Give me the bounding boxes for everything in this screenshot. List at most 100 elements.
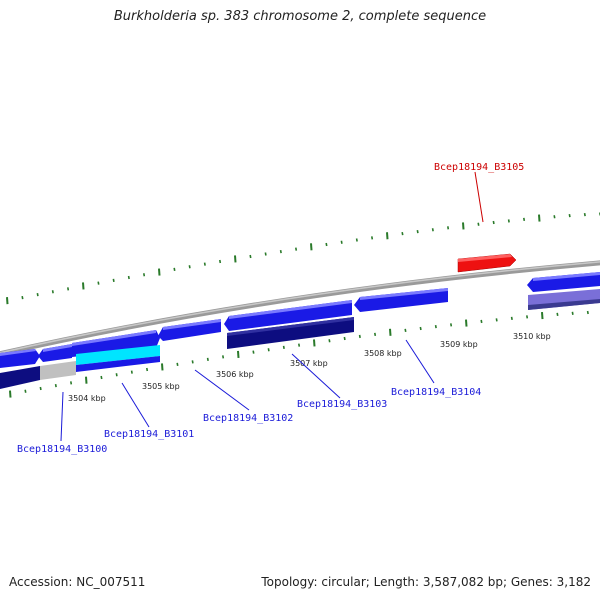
minor-tick <box>325 242 328 247</box>
minor-tick <box>115 373 118 377</box>
major-tick <box>9 390 12 398</box>
major-tick <box>389 328 392 336</box>
strand-genes-row-2 <box>0 289 600 389</box>
gene-label-link[interactable]: Bcep18194_B3103 <box>297 399 387 410</box>
minor-tick <box>568 213 571 218</box>
major-tick <box>237 350 240 359</box>
minor-tick <box>219 259 222 264</box>
minor-tick <box>191 360 194 364</box>
minor-tick <box>526 315 529 319</box>
minor-tick <box>374 332 377 337</box>
minor-tick <box>222 355 225 359</box>
strand-genes-row-1 <box>0 272 600 368</box>
minor-tick <box>434 324 437 329</box>
minor-tick <box>267 348 270 352</box>
minor-tick <box>419 326 422 331</box>
minor-tick <box>146 367 149 372</box>
minor-tick <box>127 275 130 280</box>
minor-tick <box>416 230 419 234</box>
kbp-scale-label: 3509 kbp <box>440 340 478 349</box>
kbp-scale-label: 3507 kbp <box>290 359 328 368</box>
chromosome-backbone <box>0 260 600 357</box>
callout-line <box>121 382 150 428</box>
minor-tick <box>507 219 510 223</box>
minor-tick <box>36 293 39 297</box>
minor-tick <box>355 238 358 242</box>
gene-block[interactable] <box>76 356 160 372</box>
minor-tick <box>358 334 361 339</box>
minor-tick <box>176 362 179 366</box>
kbp-scale-label: 3504 kbp <box>68 394 106 403</box>
gene-callouts: Bcep18194_B3100 Bcep18194_B3101 Bcep18194_… <box>17 162 524 455</box>
callout-line <box>405 339 435 384</box>
gene-label-link[interactable]: Bcep18194_B3100 <box>17 444 107 455</box>
minor-tick <box>571 311 574 315</box>
major-tick <box>313 339 316 347</box>
kbp-scale-labels: 3504 kbp 3505 kbp 3506 kbp 3507 kbp 3508 kbp… <box>68 332 551 403</box>
minor-tick <box>495 318 498 322</box>
major-tick <box>462 222 465 230</box>
minor-tick <box>206 357 209 361</box>
minor-tick <box>21 296 24 300</box>
minor-tick <box>404 328 407 333</box>
callout-line <box>474 171 484 223</box>
minor-tick <box>371 236 374 240</box>
forward-strand-genes <box>457 253 517 273</box>
inner-tick-ring <box>9 310 589 398</box>
kbp-scale-label: 3510 kbp <box>513 332 551 341</box>
minor-tick <box>279 249 282 254</box>
major-tick <box>82 282 85 290</box>
minor-tick <box>130 370 133 374</box>
minor-tick <box>24 389 27 393</box>
major-tick <box>541 312 544 320</box>
kbp-scale-label: 3508 kbp <box>364 349 402 358</box>
accession-text: Accession: NC_007511 <box>9 575 146 589</box>
major-tick <box>158 268 161 276</box>
minor-tick <box>295 247 298 251</box>
gene-label-link[interactable]: Bcep18194_B3101 <box>104 429 194 440</box>
minor-tick <box>188 265 191 269</box>
gene-block[interactable] <box>72 330 160 357</box>
major-tick <box>465 319 468 327</box>
minor-tick <box>431 228 434 232</box>
minor-tick <box>340 240 343 244</box>
minor-tick <box>492 220 495 225</box>
minor-tick <box>282 345 285 350</box>
minor-tick <box>328 339 331 343</box>
callout-line <box>291 353 341 399</box>
gene-block[interactable] <box>158 319 221 341</box>
major-tick <box>234 255 237 263</box>
gene-block[interactable] <box>224 300 352 331</box>
major-tick <box>161 363 164 371</box>
minor-tick <box>112 278 115 282</box>
minor-tick <box>401 232 404 236</box>
minor-tick <box>264 252 267 256</box>
minor-tick <box>450 323 453 327</box>
callout-line <box>60 391 64 442</box>
minor-tick <box>39 386 42 391</box>
gene-block[interactable] <box>0 366 40 389</box>
minor-tick <box>173 267 176 272</box>
major-tick <box>85 376 88 384</box>
major-tick <box>386 232 389 240</box>
minor-tick <box>477 222 480 226</box>
gene-block-cyan[interactable] <box>76 345 160 365</box>
minor-tick <box>249 254 252 259</box>
minor-tick <box>203 262 206 266</box>
minor-tick <box>54 384 57 388</box>
gene-label-link[interactable]: Bcep18194_B3104 <box>391 387 481 398</box>
gene-label-link[interactable]: Bcep18194_B3105 <box>434 162 524 173</box>
minor-tick <box>298 343 301 347</box>
gene-label-link[interactable]: Bcep18194_B3102 <box>203 413 293 424</box>
gene-block[interactable] <box>354 288 448 312</box>
gene-block[interactable] <box>227 317 354 349</box>
gene-block-grey[interactable] <box>40 361 76 380</box>
minor-tick <box>67 287 70 291</box>
minor-tick <box>553 215 556 219</box>
minor-tick <box>480 319 483 324</box>
minor-tick <box>100 375 103 380</box>
minor-tick <box>97 281 100 285</box>
callout-line <box>194 369 250 411</box>
